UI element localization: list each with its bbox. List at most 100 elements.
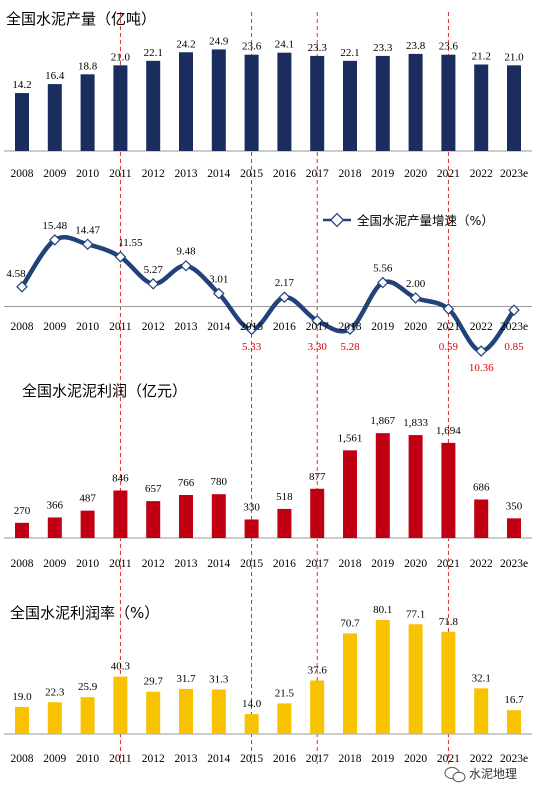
growth-value-label: 3.30 — [308, 341, 328, 353]
production-bar — [211, 49, 226, 151]
profit-value-label: 1,867 — [370, 415, 395, 427]
profit-tick-label: 2011 — [109, 558, 132, 570]
production-value-label: 24.1 — [275, 39, 294, 51]
profit-value-label: 877 — [309, 471, 326, 483]
growth-chart: 全国水泥产量增速（%） 4.58 2008 15.48 2009 14.47 2010 11… — [4, 212, 532, 374]
margin-bar — [179, 688, 193, 734]
growth-value-label: 9.48 — [176, 246, 196, 258]
profit-bar — [441, 442, 456, 538]
profit-bar — [113, 490, 128, 538]
profit-bar — [179, 494, 193, 538]
production-tick-label: 2009 — [43, 168, 66, 180]
growth-tick-label: 2008 — [11, 321, 34, 333]
production-bar — [146, 60, 161, 151]
margin-tick-label: 2016 — [273, 753, 296, 765]
growth-point — [278, 291, 291, 303]
growth-value-label: 5.33 — [242, 341, 262, 353]
growth-tick-label: 2015 — [240, 321, 263, 333]
margin-tick-label: 2011 — [109, 753, 132, 765]
growth-point — [344, 323, 356, 336]
production-value-label: 16.4 — [45, 70, 65, 82]
production-value-label: 23.6 — [439, 41, 459, 53]
profit-value-label: 366 — [47, 499, 64, 511]
profit-tick-label: 2015 — [240, 558, 263, 570]
growth-value-label: 0.59 — [439, 341, 459, 353]
growth-tick-label: 2020 — [404, 321, 427, 333]
production-bar — [441, 54, 456, 151]
production-bar — [277, 52, 292, 152]
production-value-label: 23.3 — [373, 42, 393, 54]
growth-tick-label: 2019 — [371, 321, 394, 333]
production-tick-label: 2020 — [404, 168, 427, 180]
margin-chart: 全国水泥利润率（%） 19.0 2008 22.3 2009 25.9 2010 40.3 2… — [4, 604, 532, 765]
growth-point — [147, 278, 159, 290]
growth-point — [475, 345, 487, 357]
production-tick-label: 2022 — [470, 168, 493, 180]
profit-tick-label: 2013 — [175, 558, 198, 570]
growth-point — [508, 304, 520, 316]
growth-point — [442, 303, 455, 315]
growth-point — [377, 276, 389, 289]
profit-bar — [15, 522, 29, 538]
production-bar — [310, 55, 325, 151]
profit-bar — [343, 450, 357, 538]
margin-tick-label: 2013 — [175, 753, 198, 765]
growth-value-label: 15.48 — [42, 220, 67, 232]
profit-bar — [211, 494, 226, 538]
margin-bar — [441, 631, 456, 734]
profit-bar — [80, 510, 95, 538]
profit-tick-label: 2018 — [339, 558, 362, 570]
profit-bar — [47, 517, 62, 538]
production-value-label: 23.8 — [406, 40, 426, 52]
profit-value-label: 780 — [211, 476, 228, 488]
margin-tick-label: 2020 — [404, 753, 427, 765]
margin-tick-label: 2019 — [371, 753, 394, 765]
wechat-icon — [444, 767, 466, 783]
production-bar — [474, 64, 489, 151]
margin-value-label: 21.5 — [275, 687, 295, 699]
growth-legend-label: 全国水泥产量增速（%） — [357, 213, 494, 228]
profit-bar — [507, 518, 521, 538]
growth-line-series: 4.58 2008 15.48 2009 14.47 2010 11.55 2011 5.27 2… — [4, 220, 532, 374]
production-bar — [15, 93, 29, 151]
growth-value-label: 11.55 — [118, 237, 143, 249]
growth-tick-label: 2016 — [273, 321, 296, 333]
margin-bar — [507, 710, 521, 734]
production-tick-label: 2013 — [175, 168, 198, 180]
margin-tick-label: 2009 — [43, 753, 66, 765]
growth-tick-label: 2013 — [175, 321, 198, 333]
growth-point — [114, 251, 127, 263]
profit-value-label: 766 — [178, 477, 195, 489]
production-value-label: 22.1 — [144, 47, 163, 59]
growth-line — [19, 234, 517, 354]
growth-value-label: 4.58 — [6, 268, 26, 280]
margin-tick-label: 2010 — [76, 753, 99, 765]
production-bar — [113, 65, 128, 151]
profit-bar — [244, 519, 259, 538]
profit-value-label: 686 — [473, 481, 490, 493]
profit-tick-label: 2023e — [500, 558, 528, 570]
profit-value-label: 350 — [506, 500, 523, 512]
profit-value-label: 657 — [145, 483, 162, 495]
margin-value-label: 16.7 — [504, 694, 524, 706]
production-value-label: 24.2 — [176, 38, 195, 50]
growth-value-label: 2.17 — [275, 277, 295, 289]
growth-tick-label: 2010 — [76, 321, 99, 333]
production-value-label: 23.3 — [308, 42, 328, 54]
margin-value-label: 31.7 — [176, 673, 196, 685]
watermark-text: 水泥地理 — [469, 767, 517, 781]
profit-tick-label: 2014 — [207, 558, 230, 570]
growth-point — [213, 287, 225, 300]
profit-value-label: 1,694 — [436, 425, 461, 437]
margin-value-label: 70.7 — [340, 617, 360, 629]
margin-value-label: 29.7 — [144, 676, 164, 688]
profit-value-label: 518 — [276, 491, 293, 503]
margin-bar — [277, 703, 292, 734]
growth-point — [81, 238, 94, 251]
margin-value-label: 71.8 — [439, 616, 459, 628]
profit-bar — [474, 499, 489, 538]
profit-tick-label: 2012 — [142, 558, 165, 570]
margin-value-label: 40.3 — [111, 661, 131, 673]
margin-bar — [408, 624, 423, 734]
